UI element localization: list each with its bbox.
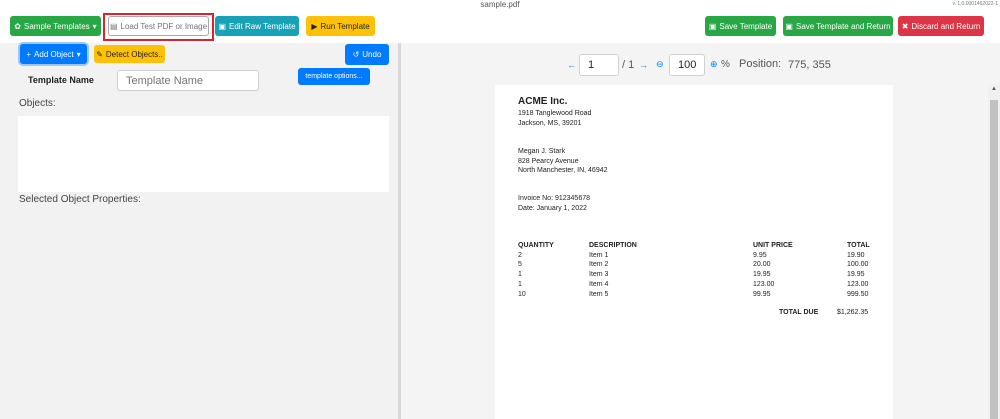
cell: 9.95	[753, 251, 767, 259]
cell: Item 5	[589, 290, 609, 298]
table-row: 1 Item 3 19.95 19.95	[518, 270, 870, 280]
load-test-pdf-button[interactable]: ▤ Load Test PDF or Image	[108, 16, 209, 36]
undo-button[interactable]: ↺ Undo	[345, 44, 389, 65]
selected-properties-label: Selected Object Properties:	[19, 194, 141, 205]
edit-raw-template-button[interactable]: ▣ Edit Raw Template	[215, 16, 299, 36]
cell: 99.95	[753, 290, 771, 298]
page-total: / 1	[622, 59, 635, 71]
zoom-out-icon[interactable]: ⊖	[656, 59, 664, 69]
table-row: 2 Item 1 9.95 19.90	[518, 251, 870, 261]
run-label: Run Template	[320, 21, 370, 31]
cell: 999.50	[847, 290, 869, 298]
table-row: 10 Item 5 99.95 999.50	[518, 290, 870, 300]
cell: Item 1	[589, 251, 609, 259]
scroll-up-icon[interactable]: ▲	[991, 86, 997, 92]
magic-wand-icon: ✎	[96, 49, 103, 59]
scrollbar-thumb[interactable]	[990, 100, 998, 419]
close-icon: ✖	[901, 21, 909, 31]
zoom-in-icon[interactable]: ⊕	[710, 59, 718, 69]
cell: 2	[518, 251, 522, 259]
cell: 20.00	[753, 261, 771, 269]
invoice-number: Invoice No: 912345678	[518, 195, 590, 202]
run-template-button[interactable]: ▶ Run Template	[306, 16, 375, 36]
save-icon: ▣	[218, 21, 226, 31]
cell: 123.00	[753, 280, 775, 288]
zoom-input[interactable]: 100	[669, 54, 705, 76]
company-name: ACME Inc.	[518, 96, 568, 107]
company-address-1: 1918 Tanglewood Road	[518, 110, 592, 117]
cell: Item 3	[589, 271, 609, 279]
objects-list[interactable]	[18, 116, 389, 192]
invoice-table: QUANTITY DESCRIPTION UNIT PRICE TOTAL 2 I…	[518, 241, 870, 299]
position-value: 775, 355	[788, 59, 831, 71]
discard-return-button[interactable]: ✖ Discard and Return	[898, 16, 984, 36]
template-name-input[interactable]	[117, 70, 259, 91]
caret-down-icon: ▾	[92, 21, 97, 31]
cell: 1	[518, 280, 522, 288]
table-row: 1 Item 4 123.00 123.00	[518, 280, 870, 290]
sample-templates-label: Sample Templates	[24, 21, 90, 31]
cog-icon: ✿	[14, 21, 21, 31]
cell: 5	[518, 261, 522, 269]
cell: Item 4	[589, 280, 609, 288]
left-panel	[0, 43, 398, 419]
cell: 100.00	[847, 261, 869, 269]
next-page-icon[interactable]: →	[639, 60, 648, 70]
objects-label: Objects:	[19, 98, 56, 109]
detect-label: Detect Objects..	[105, 49, 163, 59]
cell: 123.00	[847, 280, 869, 288]
save-template-return-button[interactable]: ▣ Save Template and Return	[783, 16, 893, 36]
add-object-label: Add Object	[34, 49, 74, 59]
cell: 19.95	[753, 271, 771, 279]
table-header: QUANTITY DESCRIPTION UNIT PRICE TOTAL	[518, 241, 870, 251]
customer-name: Megan J. Stark	[518, 148, 566, 155]
header-description: DESCRIPTION	[589, 242, 637, 249]
caret-down-icon: ▾	[76, 49, 81, 59]
add-object-button[interactable]: + Add Object ▾	[20, 44, 87, 64]
cell: 10	[518, 290, 526, 298]
header-unit-price: UNIT PRICE	[753, 242, 793, 249]
customer-address-1: 828 Pearcy Avenue	[518, 158, 579, 165]
save-label: Save Template	[719, 21, 773, 31]
edit-raw-label: Edit Raw Template	[229, 21, 296, 31]
invoice-date: Date: January 1, 2022	[518, 205, 587, 212]
header-total: TOTAL	[847, 242, 870, 249]
sample-templates-button[interactable]: ✿ Sample Templates ▾	[10, 16, 101, 36]
pdf-page[interactable]: ACME Inc. 1918 Tanglewood Road Jackson, …	[495, 85, 893, 419]
window-title: sample.pdf	[480, 0, 520, 9]
page-input[interactable]: 1	[579, 54, 619, 76]
version-label: v. 1.0.0001462022-1	[952, 1, 998, 7]
table-row: 5 Item 2 20.00 100.00	[518, 260, 870, 270]
load-test-label: Load Test PDF or Image	[120, 21, 208, 31]
position-label: Position:	[739, 58, 782, 70]
template-options-button[interactable]: template options...	[298, 68, 370, 85]
customer-address-2: North Manchester, IN, 46942	[518, 167, 608, 174]
detect-objects-button[interactable]: ✎ Detect Objects..	[94, 45, 165, 63]
save-icon: ▣	[785, 21, 793, 31]
undo-label: Undo	[362, 50, 382, 59]
total-due-value: $1,262.35	[837, 309, 869, 316]
highlight-box	[103, 13, 214, 41]
save-return-label: Save Template and Return	[795, 21, 891, 31]
prev-page-icon[interactable]: ←	[567, 60, 576, 70]
undo-icon: ↺	[352, 50, 360, 59]
file-icon: ▤	[109, 21, 118, 31]
save-icon: ▣	[708, 21, 717, 31]
cell: 1	[518, 271, 522, 279]
header-quantity: QUANTITY	[518, 242, 554, 249]
zoom-unit: %	[721, 59, 730, 70]
plus-icon: +	[26, 49, 32, 59]
cell: Item 2	[589, 261, 609, 269]
play-icon: ▶	[311, 21, 318, 31]
cell: 19.90	[847, 251, 865, 259]
template-name-label: Template Name	[28, 75, 94, 85]
panel-divider[interactable]	[398, 43, 401, 419]
cell: 19.95	[847, 271, 865, 279]
company-address-2: Jackson, MS, 39201	[518, 120, 582, 127]
save-template-button[interactable]: ▣ Save Template	[705, 16, 776, 36]
total-due-label: TOTAL DUE	[779, 309, 819, 316]
discard-label: Discard and Return	[911, 21, 981, 31]
